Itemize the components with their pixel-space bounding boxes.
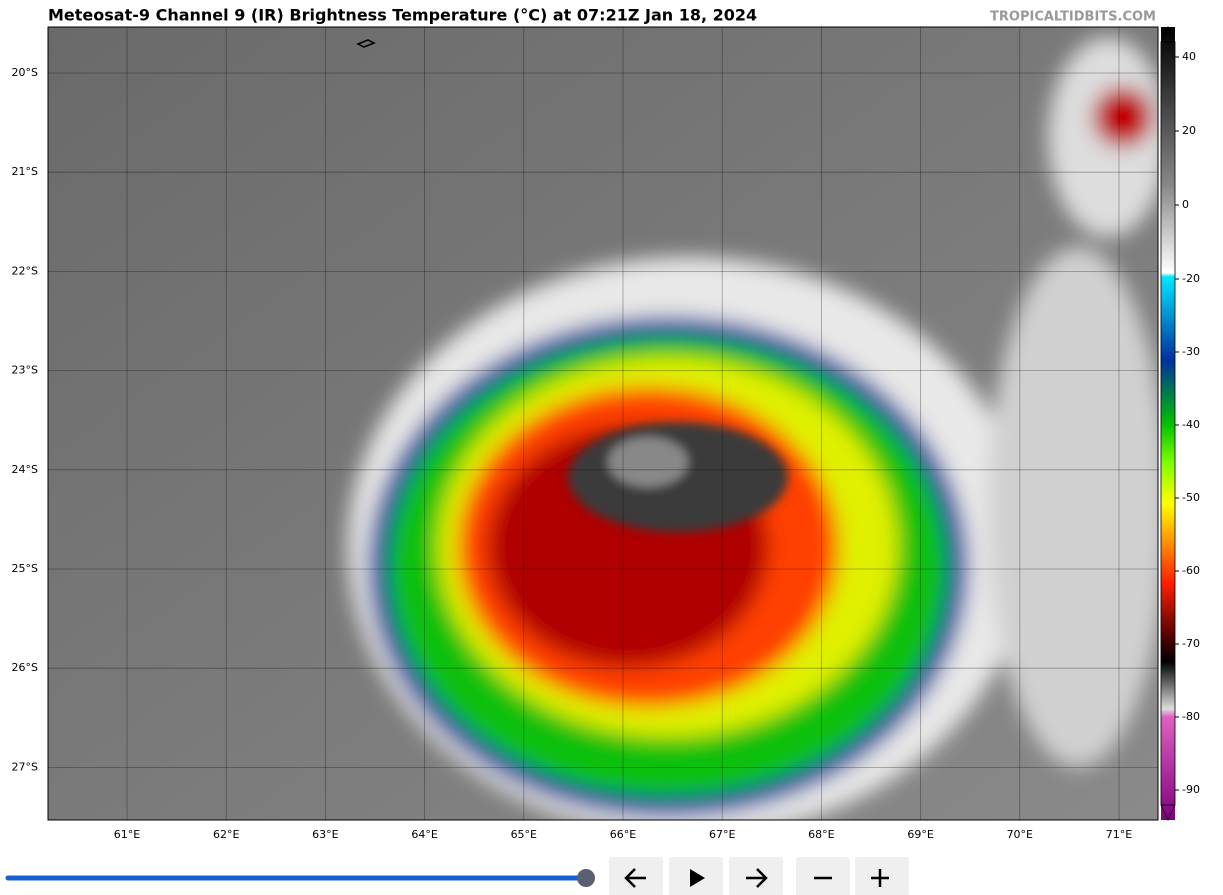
lon-label: 70°E: [1007, 828, 1033, 841]
map-frame: [47, 26, 1159, 821]
watermark: TROPICALTIDBITS.COM: [990, 10, 1156, 25]
colorbar-label: -90: [1182, 783, 1200, 796]
lon-label: 62°E: [213, 828, 239, 841]
colorbar-label: -50: [1182, 491, 1200, 504]
colorbar-label: -80: [1182, 710, 1200, 723]
lon-label: 63°E: [312, 828, 338, 841]
colorbar-label: 0: [1182, 198, 1189, 211]
lon-label: 68°E: [808, 828, 834, 841]
colorbar-label: -70: [1182, 637, 1200, 650]
next-button[interactable]: [729, 857, 783, 895]
lon-label: 71°E: [1106, 828, 1132, 841]
play-button[interactable]: [669, 857, 723, 895]
graticule: [48, 27, 1158, 820]
prev-button[interactable]: [609, 857, 663, 895]
lat-label: 25°S: [12, 562, 38, 575]
lat-label: 20°S: [12, 66, 38, 79]
lon-label: 69°E: [907, 828, 933, 841]
lat-label: 24°S: [12, 463, 38, 476]
slider-knob[interactable]: [577, 869, 595, 887]
lat-label: 22°S: [12, 264, 38, 277]
colorbar-label: -40: [1182, 418, 1200, 431]
colorbar-label: 40: [1182, 50, 1196, 63]
satellite-image: [48, 27, 1158, 820]
zoom-out-button[interactable]: [796, 857, 850, 895]
colorbar-label: -60: [1182, 564, 1200, 577]
colorbar-label: 20: [1182, 124, 1196, 137]
lon-label: 67°E: [709, 828, 735, 841]
lon-label: 64°E: [411, 828, 437, 841]
colorbar-label: -20: [1182, 272, 1200, 285]
title: Meteosat-9 Channel 9 (IR) Brightness Tem…: [48, 6, 757, 25]
lon-label: 61°E: [114, 828, 140, 841]
lon-label: 65°E: [511, 828, 537, 841]
colorbar-label: -30: [1182, 345, 1200, 358]
lat-label: 21°S: [12, 165, 38, 178]
lat-label: 27°S: [12, 760, 38, 773]
lat-label: 26°S: [12, 661, 38, 674]
colorbar: [1161, 27, 1175, 820]
lat-label: 23°S: [12, 364, 38, 377]
lon-label: 66°E: [610, 828, 636, 841]
zoom-in-button[interactable]: [855, 857, 909, 895]
